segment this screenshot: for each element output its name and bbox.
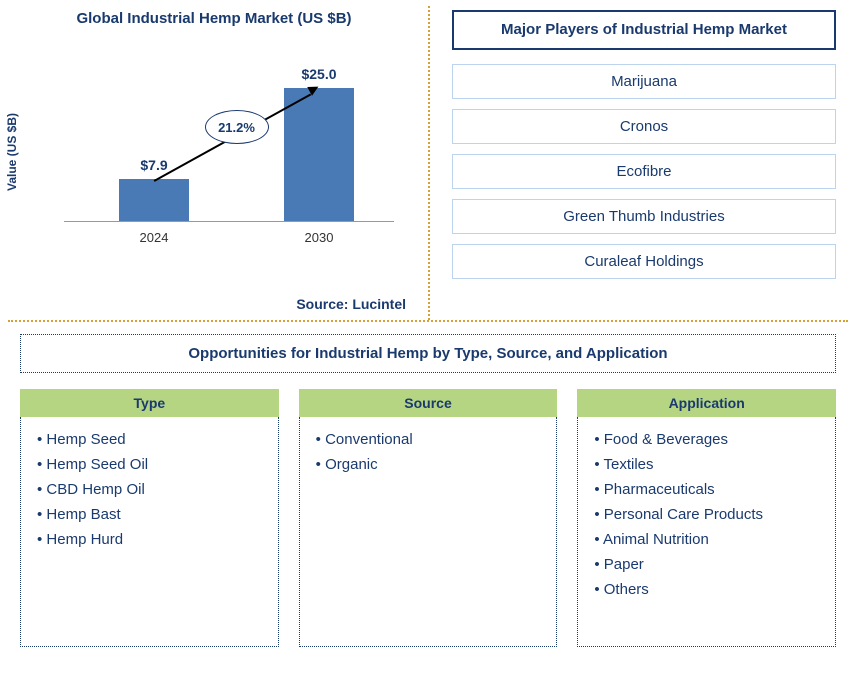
opportunity-item: Textiles — [590, 452, 823, 477]
vertical-divider — [428, 6, 430, 320]
players-header: Major Players of Industrial Hemp Market — [452, 10, 836, 50]
opportunity-column: SourceConventionalOrganic — [299, 389, 558, 647]
horizontal-divider — [8, 320, 848, 322]
chart-category-label: 2024 — [119, 230, 189, 245]
opportunity-item: CBD Hemp Oil — [33, 477, 266, 502]
opportunity-item: Hemp Seed — [33, 427, 266, 452]
growth-rate-oval: 21.2% — [205, 110, 269, 144]
players-panel: Major Players of Industrial Hemp Market … — [428, 0, 856, 320]
chart-title: Global Industrial Hemp Market (US $B) — [18, 10, 410, 27]
opportunity-column-header: Type — [20, 389, 279, 417]
chart-category-label: 2030 — [284, 230, 354, 245]
opportunities-header: Opportunities for Industrial Hemp by Typ… — [20, 334, 836, 373]
opportunity-column-body: Hemp SeedHemp Seed OilCBD Hemp OilHemp B… — [20, 417, 279, 647]
opportunity-column-body: ConventionalOrganic — [299, 417, 558, 647]
opportunity-item: Personal Care Products — [590, 502, 823, 527]
chart-bar-value: $25.0 — [284, 66, 354, 82]
opportunity-item: Hemp Bast — [33, 502, 266, 527]
source-line: Source: Lucintel — [296, 296, 406, 312]
opportunity-column-header: Source — [299, 389, 558, 417]
opportunity-item: Hemp Seed Oil — [33, 452, 266, 477]
player-box: Marijuana — [452, 64, 836, 99]
chart-area: Value (US $B) $7.92024$25.0203021.2% — [24, 52, 404, 252]
player-box: Cronos — [452, 109, 836, 144]
opportunity-item: Animal Nutrition — [590, 527, 823, 552]
opportunity-item: Food & Beverages — [590, 427, 823, 452]
player-box: Curaleaf Holdings — [452, 244, 836, 279]
opportunities-panel: Opportunities for Industrial Hemp by Typ… — [0, 320, 856, 657]
opportunity-item: Pharmaceuticals — [590, 477, 823, 502]
opportunity-column: ApplicationFood & BeveragesTextilesPharm… — [577, 389, 836, 647]
chart-bar: $7.9 — [119, 179, 189, 221]
chart-plot: $7.92024$25.0203021.2% — [64, 62, 394, 222]
opportunity-item: Organic — [312, 452, 545, 477]
opportunity-column-body: Food & BeveragesTextilesPharmaceuticalsP… — [577, 417, 836, 647]
opportunities-columns: TypeHemp SeedHemp Seed OilCBD Hemp OilHe… — [20, 389, 836, 647]
opportunity-column-header: Application — [577, 389, 836, 417]
opportunity-item: Conventional — [312, 427, 545, 452]
opportunity-item: Others — [590, 577, 823, 602]
opportunity-item: Paper — [590, 552, 823, 577]
chart-bar: $25.0 — [284, 88, 354, 221]
chart-panel: Global Industrial Hemp Market (US $B) Va… — [0, 0, 428, 320]
player-box: Green Thumb Industries — [452, 199, 836, 234]
players-list: Marijuana Cronos Ecofibre Green Thumb Indus… — [452, 64, 836, 279]
player-box: Ecofibre — [452, 154, 836, 189]
chart-ylabel: Value (US $B) — [5, 113, 19, 191]
opportunity-item: Hemp Hurd — [33, 527, 266, 552]
opportunity-column: TypeHemp SeedHemp Seed OilCBD Hemp OilHe… — [20, 389, 279, 647]
